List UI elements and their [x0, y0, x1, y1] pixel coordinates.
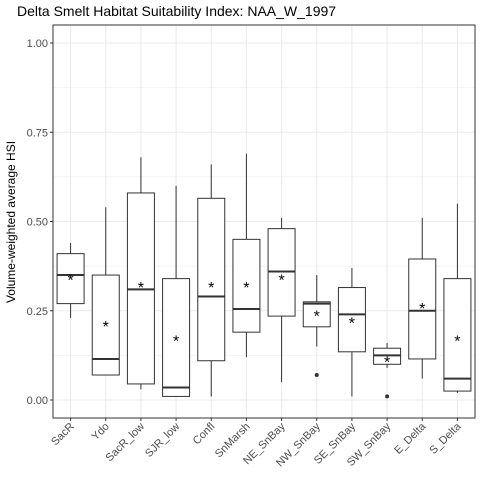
mean-marker: * [208, 280, 214, 297]
x-tick-label: SacR [49, 421, 77, 449]
box-SacR_low: * [126, 157, 155, 390]
mean-marker: * [278, 273, 284, 290]
y-axis-ticks: 0.00 0.25 0.50 0.75 1.00 [27, 38, 53, 407]
mean-marker: * [384, 355, 390, 372]
box-SE_SnBay: * [337, 267, 366, 397]
box-iqr [408, 258, 437, 360]
box-SnMarsh: * [232, 153, 261, 358]
mean-marker: * [173, 333, 179, 350]
x-tick-label: Ydo [90, 421, 112, 443]
box-NW_SnBay: * [302, 275, 331, 378]
mean-marker: * [419, 301, 425, 318]
mean-marker: * [349, 315, 355, 332]
y-axis-title: Volume-weighted average HSI [4, 141, 18, 303]
outlier-point [385, 394, 390, 399]
mean-marker: * [314, 308, 320, 325]
mean-marker: * [103, 319, 109, 336]
box-Ydo: * [91, 207, 120, 376]
mean-marker: * [454, 333, 460, 350]
box-SacR: * [56, 242, 85, 318]
box-iqr [232, 238, 261, 333]
x-tick-label: Confl [191, 421, 218, 448]
box-iqr [56, 253, 85, 305]
box-SW_SnBay: * [373, 342, 402, 399]
y-tick-label: 0.75 [27, 127, 48, 139]
x-tick-label: S_Delta [427, 420, 464, 457]
box-plots: * * * * * * * * * * * * [56, 153, 472, 399]
mean-marker: * [243, 280, 249, 297]
box-iqr [197, 197, 226, 362]
box-iqr [302, 301, 331, 328]
box-NE_SnBay: * [267, 217, 296, 383]
chart-title: Delta Smelt Habitat Suitability Index: N… [17, 3, 337, 19]
x-tick-label: SJR_low [143, 421, 182, 460]
y-tick-label: 1.00 [27, 38, 48, 50]
y-tick-label: 0.25 [27, 306, 48, 318]
box-SJR_low: * [162, 185, 191, 397]
mean-marker: * [138, 280, 144, 297]
y-tick-label: 0.50 [27, 217, 48, 229]
box-Confl: * [197, 164, 226, 397]
box-E_Delta: * [408, 217, 437, 379]
box-iqr [162, 278, 191, 397]
box-S_Delta: * [443, 203, 472, 393]
box-iqr [443, 278, 472, 392]
y-tick-label: 0.00 [27, 395, 48, 407]
outlier-point [314, 373, 319, 378]
box-iqr [337, 287, 366, 353]
x-tick-label: E_Delta [392, 420, 429, 457]
mean-marker: * [67, 273, 73, 290]
x-tick-label: SacR_low [104, 421, 148, 465]
